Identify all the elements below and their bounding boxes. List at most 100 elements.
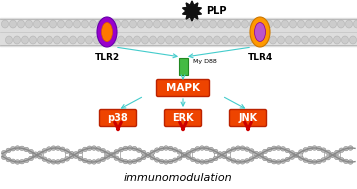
Text: JNK: JNK xyxy=(238,113,257,123)
Ellipse shape xyxy=(342,36,348,44)
Ellipse shape xyxy=(51,160,56,164)
Ellipse shape xyxy=(101,22,112,42)
Ellipse shape xyxy=(126,36,132,44)
Ellipse shape xyxy=(87,146,92,150)
Ellipse shape xyxy=(348,160,353,164)
Ellipse shape xyxy=(240,146,245,150)
Ellipse shape xyxy=(150,155,155,160)
Ellipse shape xyxy=(330,20,337,28)
Ellipse shape xyxy=(69,154,74,159)
Ellipse shape xyxy=(101,148,106,153)
Ellipse shape xyxy=(57,20,65,28)
Ellipse shape xyxy=(204,160,209,164)
Ellipse shape xyxy=(253,154,258,159)
Ellipse shape xyxy=(134,36,141,44)
Ellipse shape xyxy=(121,20,129,28)
Ellipse shape xyxy=(255,22,266,42)
Ellipse shape xyxy=(101,157,106,162)
Ellipse shape xyxy=(42,149,47,153)
Ellipse shape xyxy=(70,36,76,44)
Ellipse shape xyxy=(181,152,186,157)
Ellipse shape xyxy=(213,149,218,154)
Ellipse shape xyxy=(74,20,80,28)
Ellipse shape xyxy=(51,146,56,150)
Ellipse shape xyxy=(94,36,101,44)
FancyBboxPatch shape xyxy=(100,109,136,126)
Ellipse shape xyxy=(213,156,218,161)
Ellipse shape xyxy=(267,147,272,152)
Ellipse shape xyxy=(253,151,258,156)
Ellipse shape xyxy=(105,151,110,155)
Ellipse shape xyxy=(231,159,236,163)
Ellipse shape xyxy=(46,147,51,151)
Ellipse shape xyxy=(141,36,149,44)
Ellipse shape xyxy=(33,154,38,158)
Ellipse shape xyxy=(230,36,236,44)
Ellipse shape xyxy=(45,36,52,44)
Ellipse shape xyxy=(213,36,221,44)
Ellipse shape xyxy=(317,146,322,151)
Ellipse shape xyxy=(343,159,348,164)
Ellipse shape xyxy=(191,157,196,162)
Ellipse shape xyxy=(10,159,15,163)
Ellipse shape xyxy=(297,20,305,28)
Ellipse shape xyxy=(20,160,25,164)
Ellipse shape xyxy=(146,20,152,28)
Ellipse shape xyxy=(181,153,186,158)
Ellipse shape xyxy=(236,160,241,164)
Ellipse shape xyxy=(339,148,344,153)
Ellipse shape xyxy=(250,20,256,28)
Ellipse shape xyxy=(159,146,164,151)
Ellipse shape xyxy=(54,36,60,44)
Ellipse shape xyxy=(164,146,169,150)
Ellipse shape xyxy=(127,146,132,150)
Ellipse shape xyxy=(10,20,16,28)
Text: TLR4: TLR4 xyxy=(247,53,273,62)
Ellipse shape xyxy=(197,36,205,44)
Ellipse shape xyxy=(132,146,137,151)
Text: immunomodulation: immunomodulation xyxy=(124,173,232,183)
Ellipse shape xyxy=(170,20,176,28)
Ellipse shape xyxy=(132,159,137,164)
Ellipse shape xyxy=(74,154,79,159)
Ellipse shape xyxy=(267,158,272,163)
Ellipse shape xyxy=(42,157,47,161)
Ellipse shape xyxy=(17,20,25,28)
Ellipse shape xyxy=(155,148,160,152)
Ellipse shape xyxy=(101,36,109,44)
Ellipse shape xyxy=(193,20,201,28)
Ellipse shape xyxy=(69,151,74,156)
Ellipse shape xyxy=(96,147,101,151)
Ellipse shape xyxy=(226,20,232,28)
Ellipse shape xyxy=(204,146,209,150)
Ellipse shape xyxy=(91,146,96,150)
Ellipse shape xyxy=(326,155,331,160)
Ellipse shape xyxy=(272,146,277,150)
Ellipse shape xyxy=(117,36,125,44)
Ellipse shape xyxy=(249,149,254,153)
Ellipse shape xyxy=(60,159,65,163)
Ellipse shape xyxy=(114,149,119,154)
Ellipse shape xyxy=(174,36,181,44)
Ellipse shape xyxy=(6,148,11,153)
Ellipse shape xyxy=(25,20,32,28)
Ellipse shape xyxy=(258,152,263,156)
Ellipse shape xyxy=(150,36,156,44)
Text: PLP: PLP xyxy=(206,6,226,16)
Ellipse shape xyxy=(312,160,317,164)
Ellipse shape xyxy=(317,159,322,164)
Ellipse shape xyxy=(339,158,344,162)
Ellipse shape xyxy=(191,148,196,153)
Ellipse shape xyxy=(326,36,332,44)
Ellipse shape xyxy=(119,158,124,163)
Ellipse shape xyxy=(90,20,96,28)
Ellipse shape xyxy=(333,36,341,44)
Ellipse shape xyxy=(276,160,281,164)
FancyBboxPatch shape xyxy=(178,57,187,74)
Ellipse shape xyxy=(29,149,34,154)
Ellipse shape xyxy=(50,20,56,28)
Ellipse shape xyxy=(119,147,124,152)
Ellipse shape xyxy=(20,146,25,151)
Ellipse shape xyxy=(78,149,83,153)
Ellipse shape xyxy=(1,20,9,28)
